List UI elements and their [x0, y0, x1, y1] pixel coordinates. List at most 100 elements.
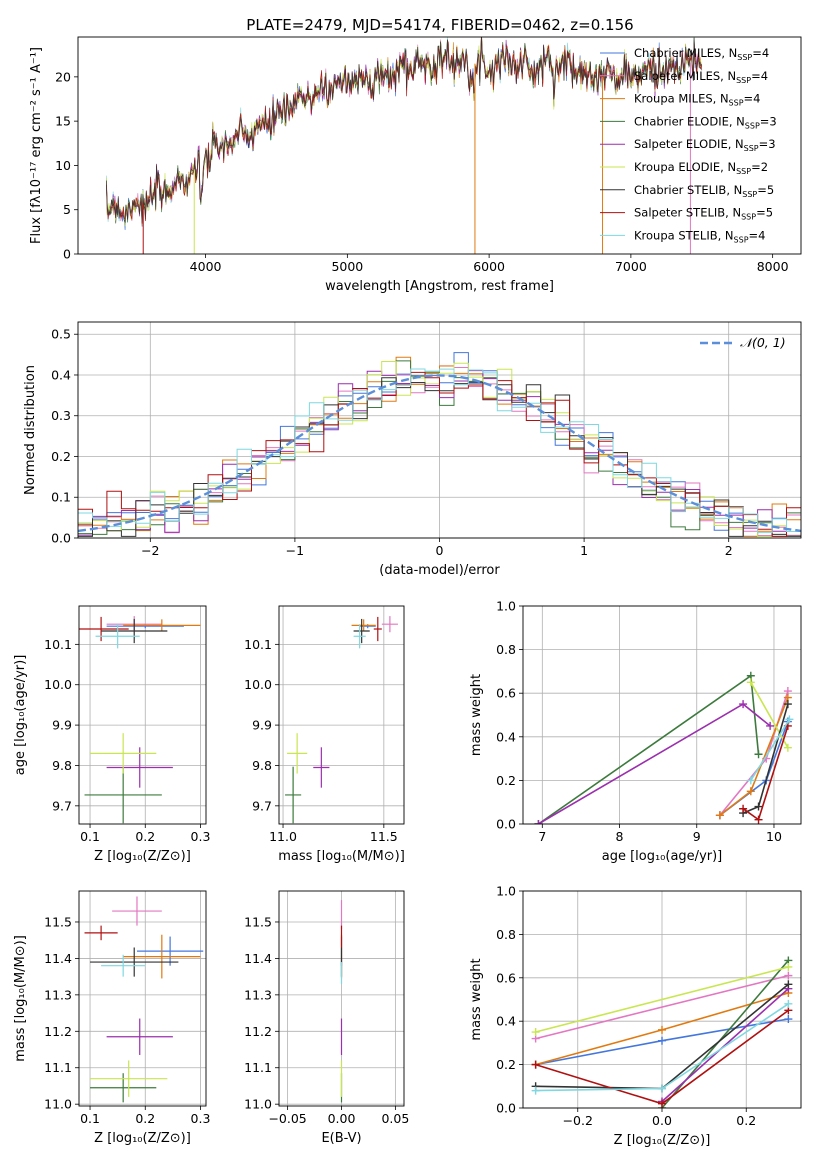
- errorbar-point: [287, 733, 308, 774]
- figure-title: PLATE=2479, MJD=54174, FIBERID=0462, z=0…: [246, 16, 633, 34]
- x-tick-label: 0.3: [191, 829, 211, 844]
- weight-marker: [658, 1036, 666, 1045]
- errorbar-point: [95, 624, 140, 649]
- x-tick-label: −2: [141, 543, 159, 558]
- y-tick-label: 11.3: [244, 987, 272, 1002]
- errorbar-point: [90, 947, 179, 977]
- weight-marker: [739, 804, 748, 813]
- x-tick-label: 0.1: [80, 829, 100, 844]
- weight-marker: [531, 1060, 540, 1069]
- spectrum-line: [106, 37, 703, 225]
- axes-frame: [78, 890, 207, 1107]
- weight-marker: [766, 721, 775, 730]
- errorbar-point: [123, 619, 201, 632]
- y-tick-label: 0.1: [51, 490, 71, 505]
- legend-entry: Chabrier MILES, NSSP=4: [634, 46, 769, 62]
- plot-area-age_vs_mass: [285, 616, 398, 824]
- y-tick-label: 0.5: [51, 327, 71, 342]
- errorbar-point: [84, 766, 162, 824]
- x-axis-label: (data-model)/error: [379, 563, 500, 578]
- y-tick-label: 11.5: [44, 914, 72, 929]
- y-tick-label: 0: [63, 247, 71, 262]
- x-axis-label: Z [log₁₀(Z/Z⊙)]: [614, 1133, 711, 1148]
- normal-curve: [78, 374, 801, 533]
- y-tick-label: 9.9: [52, 718, 72, 733]
- errorbar-point: [351, 619, 376, 632]
- weight-line: [535, 966, 789, 1033]
- y-tick-label: 10: [55, 158, 71, 173]
- weight-marker: [784, 999, 793, 1008]
- y-tick-label: 11.2: [44, 1024, 72, 1039]
- legend-entry: 𝒩(0, 1): [740, 335, 786, 350]
- y-axis-label: mass [log₁₀(M/M⊙)]: [13, 935, 28, 1062]
- axes-frame: [278, 890, 405, 1107]
- y-tick-label: 0.4: [496, 1014, 516, 1029]
- y-tick-label: 20: [55, 69, 71, 84]
- legend-entry: Kroupa MILES, NSSP=4: [634, 92, 760, 108]
- plot-area-age_vs_Z: [79, 616, 201, 824]
- weight-marker: [754, 750, 763, 759]
- axes-residuals: −2 −1 0 1 2 0.0 0.1 0.2 0.3 0.4 0.5 (data-model)/er…: [23, 321, 802, 578]
- weight-marker: [746, 787, 755, 796]
- x-tick-label: 0.05: [381, 1111, 409, 1126]
- weight-marker: [784, 962, 793, 971]
- y-tick-label: 10.0: [244, 677, 272, 692]
- weight-marker: [784, 971, 793, 980]
- spectrum-line: [106, 37, 703, 224]
- spectrum-line: [106, 37, 703, 224]
- y-axis-label: mass weight: [469, 958, 484, 1040]
- x-tick-label: −0.05: [268, 1111, 306, 1126]
- errorbar-point: [106, 747, 173, 788]
- axes-age_vs_mass: 11.0 11.5 9.7 9.8 9.9 10.0 10.1 mass [log₁₀(M/M…: [244, 605, 405, 864]
- y-tick-label: 11.4: [244, 951, 272, 966]
- plot-area-spectrum: [106, 37, 703, 254]
- errorbar-point: [79, 616, 129, 642]
- y-tick-label: 0.2: [51, 449, 71, 464]
- weight-marker: [783, 700, 792, 709]
- y-tick-label: 0.0: [51, 531, 71, 546]
- y-tick-label: 5: [63, 202, 71, 217]
- plot-area-residuals: [78, 352, 801, 537]
- y-tick-label: 0.6: [496, 970, 516, 985]
- errorbar-point: [381, 616, 398, 633]
- weight-marker: [785, 715, 794, 724]
- axes-frame: [278, 605, 405, 825]
- y-tick-label: 10.1: [244, 637, 272, 652]
- y-tick-label: 11.0: [44, 1097, 72, 1112]
- y-tick-label: 9.8: [52, 758, 72, 773]
- weight-marker: [784, 980, 793, 989]
- axes-frame: [77, 321, 802, 539]
- x-tick-label: 0.2: [736, 1113, 756, 1128]
- errorbar-point: [90, 1060, 168, 1097]
- y-tick-label: 0.8: [496, 927, 516, 942]
- weight-marker: [739, 700, 748, 709]
- weight-line: [750, 681, 789, 749]
- x-axis-label: E(B-V): [321, 1131, 361, 1146]
- axes-weight_vs_age: 7 8 9 10 0.0 0.2 0.4 0.6 0.8 1.0 age [log₁₀(age/yr…: [469, 599, 802, 864]
- errorbar-point: [106, 1018, 173, 1055]
- y-tick-label: 11.1: [244, 1060, 272, 1075]
- histogram-step: [78, 360, 801, 537]
- y-axis-label: mass weight: [469, 674, 484, 756]
- x-tick-label: 0.2: [135, 1111, 155, 1126]
- y-tick-label: 0.4: [496, 729, 516, 744]
- y-tick-label: 0.0: [496, 817, 516, 832]
- x-axis-label: Z [log₁₀(Z/Z⊙)]: [94, 849, 191, 864]
- y-tick-label: 0.3: [51, 408, 71, 423]
- errorbar-point: [285, 766, 302, 824]
- weight-marker: [784, 1015, 793, 1024]
- y-tick-label: 11.5: [244, 914, 272, 929]
- errorbar-point: [90, 733, 157, 774]
- weight-marker: [658, 1084, 666, 1093]
- y-tick-label: 0.6: [496, 686, 516, 701]
- weight-marker: [746, 678, 755, 687]
- axes-weight_vs_Z: −0.2 0.0 0.2 0.0 0.2 0.4 0.6 0.8 1.0 Z [log₁₀(Z/Z…: [469, 884, 802, 1148]
- errorbar-point: [136, 936, 204, 966]
- weight-line: [750, 718, 791, 781]
- weight-marker: [754, 802, 763, 811]
- y-tick-label: 9.7: [252, 798, 272, 813]
- y-tick-label: 10.1: [44, 637, 72, 652]
- y-tick-label: 1.0: [496, 599, 516, 614]
- errorbar-point: [313, 747, 330, 788]
